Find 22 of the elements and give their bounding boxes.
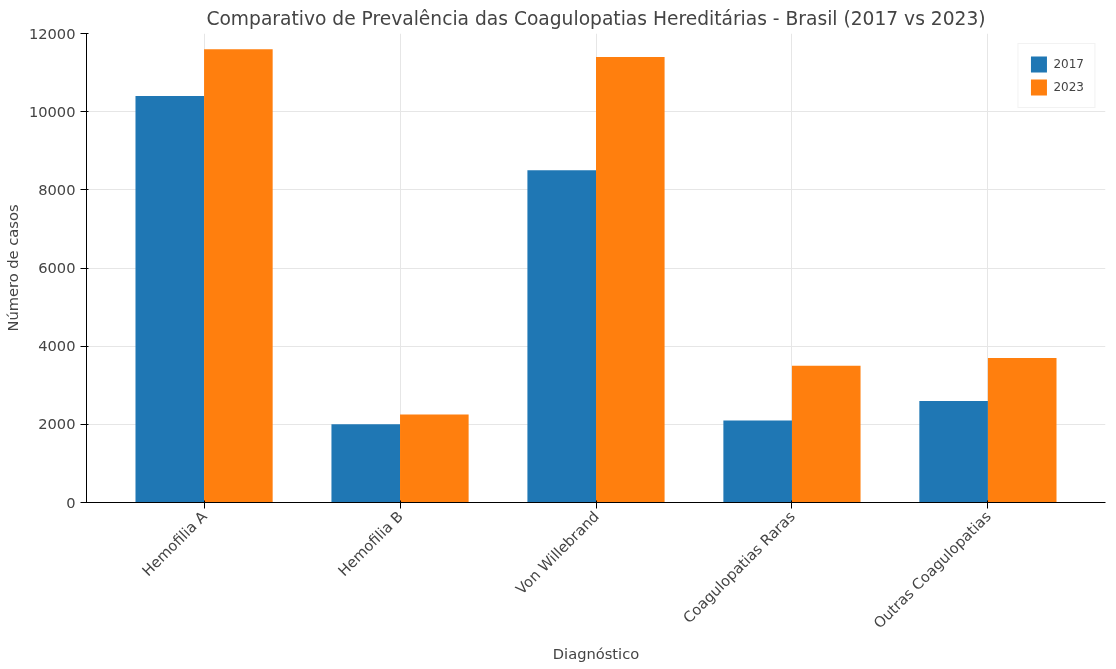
bar	[135, 96, 205, 503]
legend-label: 2017	[1053, 57, 1084, 71]
bar	[723, 420, 792, 503]
bar	[919, 400, 988, 503]
bar	[527, 170, 596, 503]
legend-label: 2023	[1053, 80, 1084, 94]
bar	[987, 357, 1057, 503]
x-axis-title: Diagnóstico	[552, 645, 640, 663]
bar	[596, 56, 665, 503]
y-axis-title: Número de casos	[3, 204, 21, 332]
bar	[791, 365, 861, 503]
y-tick-label: 10000	[28, 102, 76, 120]
y-tick-label: 12000	[28, 24, 76, 42]
bar	[204, 49, 273, 503]
bar	[400, 414, 469, 503]
y-tick-label: 8000	[38, 180, 76, 198]
bar	[331, 424, 401, 503]
y-tick-label: 2000	[38, 415, 76, 433]
y-tick-label: 4000	[38, 337, 76, 355]
chart-title: Comparativo de Prevalência das Coagulopatias Hereditárias - Brasil (2017 vs 2023)	[206, 7, 986, 29]
y-tick-label: 6000	[38, 259, 76, 276]
y-tick-label: 0	[66, 493, 76, 511]
